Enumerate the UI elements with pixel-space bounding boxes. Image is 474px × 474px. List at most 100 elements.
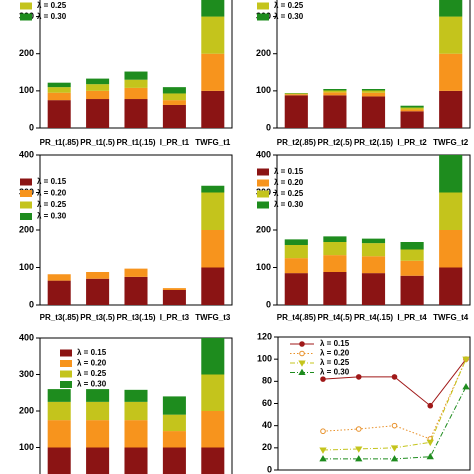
x-tick-label: PR_t4(.15) bbox=[354, 313, 393, 322]
bar-segment bbox=[361, 273, 386, 305]
bar-segment bbox=[439, 267, 463, 305]
y-tick-label: 100 bbox=[257, 354, 272, 364]
x-tick-label: PR_t2(.85) bbox=[277, 138, 316, 147]
bar-segment bbox=[361, 96, 386, 128]
legend-label: λ = 0.25 bbox=[320, 358, 350, 367]
bar-segment bbox=[47, 87, 71, 93]
bar-segment bbox=[162, 431, 186, 448]
y-tick-label: 80 bbox=[262, 376, 272, 386]
y-tick-label: 60 bbox=[262, 398, 272, 408]
legend-swatch bbox=[257, 179, 269, 187]
point bbox=[462, 356, 470, 363]
bar-segment bbox=[86, 401, 110, 421]
x-tick-label: I_PR_t1 bbox=[160, 138, 190, 147]
y-tick-label: 20 bbox=[262, 442, 272, 452]
legend-label: λ = 0.20 bbox=[37, 189, 67, 198]
bar-segment bbox=[86, 272, 110, 279]
bar-segment bbox=[201, 0, 225, 17]
legend-label: λ = 0.15 bbox=[37, 177, 67, 186]
point bbox=[426, 439, 434, 447]
legend-swatch bbox=[20, 201, 32, 209]
bar-segment bbox=[86, 99, 110, 128]
x-tick-label: PR_t2(.5) bbox=[318, 138, 353, 147]
bar-segment bbox=[201, 16, 225, 54]
bar-segment bbox=[400, 242, 424, 250]
bar-segment bbox=[201, 90, 225, 128]
point bbox=[426, 452, 434, 460]
bar-segment bbox=[323, 272, 347, 305]
bar-segment bbox=[284, 258, 308, 274]
bar-segment bbox=[201, 192, 225, 230]
y-tick-label: 0 bbox=[29, 299, 34, 309]
y-tick-label: 200 bbox=[19, 48, 34, 58]
y-tick-label: 0 bbox=[266, 299, 271, 309]
bar-segment bbox=[323, 92, 347, 96]
legend-swatch bbox=[257, 2, 269, 10]
x-tick-label: PR_t4(.85) bbox=[277, 313, 316, 322]
y-tick-label: 200 bbox=[19, 224, 34, 234]
bar-segment bbox=[323, 95, 347, 128]
y-tick-label: 40 bbox=[262, 420, 272, 430]
bar-segment bbox=[124, 276, 148, 305]
legend-label: λ = 0.15 bbox=[274, 167, 304, 176]
bar-segment bbox=[47, 447, 71, 474]
x-tick-label: PR_t2(.15) bbox=[354, 138, 393, 147]
bar-segment bbox=[400, 260, 424, 276]
point bbox=[390, 445, 399, 452]
legend-label: λ = 0.20 bbox=[320, 349, 350, 358]
bar-segment bbox=[284, 273, 308, 305]
bar-segment bbox=[162, 396, 186, 415]
bar-segment bbox=[124, 268, 148, 277]
bar-segment bbox=[400, 111, 424, 128]
x-tick-label: PR_t3(.5) bbox=[80, 313, 115, 322]
legend-label: λ = 0.20 bbox=[77, 359, 107, 368]
x-tick-label: TWFG_t2 bbox=[433, 138, 469, 147]
point bbox=[391, 374, 398, 380]
x-tick-label: PR_t1(.85) bbox=[40, 138, 79, 147]
legend-label: λ = 0.25 bbox=[274, 189, 304, 198]
bar-segment bbox=[201, 447, 225, 474]
bar-segment bbox=[323, 236, 347, 242]
point bbox=[427, 402, 434, 409]
bar-segment bbox=[86, 420, 110, 448]
bar-segment bbox=[284, 239, 308, 245]
bar-segment bbox=[323, 255, 347, 272]
bar-segment bbox=[323, 89, 347, 91]
bar-segment bbox=[47, 420, 71, 448]
x-tick-label: PR_t1(.5) bbox=[80, 138, 115, 147]
point bbox=[355, 455, 363, 462]
legend-swatch bbox=[257, 13, 269, 21]
legend-label: λ = 0.25 bbox=[274, 1, 304, 10]
y-tick-label: 200 bbox=[256, 48, 271, 58]
legend-label: λ = 0.30 bbox=[37, 12, 67, 21]
y-tick-label: 100 bbox=[256, 85, 271, 95]
bar-segment bbox=[361, 90, 386, 93]
x-tick-label: I_PR_t3 bbox=[160, 313, 190, 322]
legend-label: λ = 0.25 bbox=[77, 369, 107, 378]
x-tick-label: TWFG_t3 bbox=[195, 313, 231, 322]
plot-frame bbox=[277, 336, 471, 471]
legend-marker bbox=[299, 341, 305, 347]
bar-segment bbox=[439, 90, 463, 128]
legend-swatch bbox=[20, 178, 32, 186]
y-tick-label: 200 bbox=[19, 405, 34, 415]
legend-swatch bbox=[60, 381, 72, 388]
bar-segment bbox=[284, 94, 308, 96]
bar-segment bbox=[47, 92, 71, 101]
bar-segment bbox=[439, 53, 463, 91]
bar-segment bbox=[201, 53, 225, 91]
x-tick-label: PR_t3(.15) bbox=[116, 313, 155, 322]
bar-segment bbox=[201, 230, 225, 268]
bar-segment bbox=[439, 155, 463, 193]
legend-swatch bbox=[60, 370, 72, 378]
bar-segment bbox=[47, 82, 71, 88]
bar-segment bbox=[162, 288, 186, 290]
bar-segment bbox=[124, 401, 148, 421]
legend-swatch bbox=[20, 13, 32, 21]
bar-segment bbox=[201, 338, 225, 375]
bar-segment bbox=[201, 267, 225, 305]
point bbox=[320, 376, 326, 382]
legend-marker bbox=[298, 368, 306, 375]
bar-segment bbox=[124, 420, 148, 448]
